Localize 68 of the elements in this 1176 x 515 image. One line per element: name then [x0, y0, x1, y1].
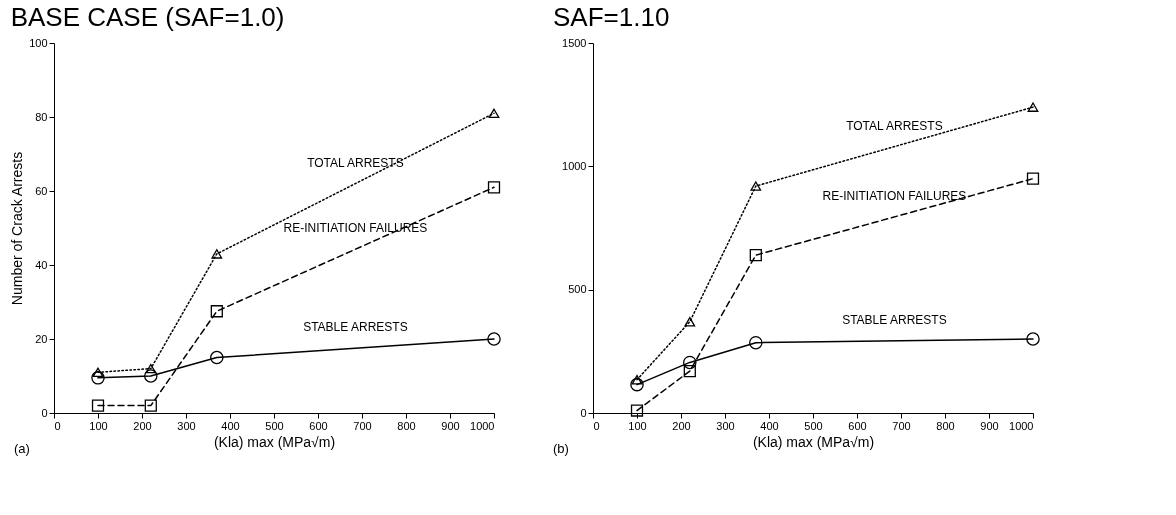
y-tick-label: 0 — [41, 406, 48, 419]
y-tick-label: 500 — [568, 283, 587, 296]
x-tick-label: 500 — [804, 419, 823, 432]
text: (b) — [553, 441, 569, 456]
x-tick-label: 900 — [980, 419, 999, 432]
point — [210, 350, 224, 365]
point — [1027, 102, 1039, 112]
y-tick-label: 1000 — [562, 159, 587, 172]
point — [630, 404, 644, 417]
point — [749, 249, 762, 262]
x-tick-label: 400 — [221, 419, 240, 432]
point — [750, 181, 762, 191]
point — [487, 332, 501, 346]
x-tick-label: 0 — [54, 419, 61, 432]
point — [211, 249, 223, 259]
x-tick-label: 800 — [936, 419, 955, 432]
x-tick-label: 300 — [716, 419, 735, 432]
x-tick-label: 800 — [397, 419, 416, 432]
y-tick-label: 40 — [35, 258, 48, 271]
x-tick-label: 900 — [441, 419, 460, 432]
point — [144, 369, 158, 383]
x-tick-label: 100 — [628, 419, 647, 432]
y-tick-label: 20 — [35, 332, 48, 345]
y-tick-label: 1500 — [562, 36, 587, 49]
series-label: RE-INITIATION FAILURES — [283, 221, 428, 236]
series-label: RE-INITIATION FAILURES — [822, 188, 967, 203]
x-tick-label: 300 — [177, 419, 196, 432]
text: (a) — [14, 441, 30, 456]
x-axis-title: (Kla) max (MPa√m) — [752, 433, 875, 450]
chart-title: BASE CASE (SAF=1.0) — [10, 2, 285, 32]
point — [144, 399, 157, 412]
y-axis-title: Number of Crack Arrests — [9, 151, 26, 306]
point — [683, 364, 696, 378]
series-label: TOTAL ARRESTS — [846, 118, 943, 133]
point — [487, 181, 501, 194]
point — [488, 108, 500, 119]
point — [91, 399, 105, 412]
point — [91, 371, 105, 385]
chart-title: SAF=1.10 — [553, 2, 670, 32]
x-tick-label: 600 — [848, 419, 867, 432]
point — [1026, 332, 1040, 346]
x-tick-label: 200 — [133, 419, 152, 432]
series-label: STABLE ARRESTS — [303, 320, 408, 335]
point — [631, 374, 643, 385]
x-tick-label: 100 — [89, 419, 108, 432]
x-tick-label: 1000 — [470, 419, 495, 432]
x-tick-label: 700 — [892, 419, 911, 432]
x-tick-label: 400 — [760, 419, 779, 432]
point — [749, 335, 763, 350]
x-axis-title: (Kla) max (MPa√m) — [213, 433, 336, 450]
point — [92, 367, 104, 378]
series-label: STABLE ARRESTS — [842, 312, 947, 327]
x-tick-label: 1000 — [1009, 419, 1034, 432]
x-tick-label: 500 — [265, 419, 284, 432]
y-tick-label: 80 — [35, 110, 48, 123]
x-tick-label: 200 — [672, 419, 691, 432]
point — [630, 377, 644, 392]
y-tick-label: 100 — [29, 36, 48, 49]
x-tick-label: 700 — [353, 419, 372, 432]
point — [683, 355, 697, 370]
point — [684, 316, 696, 327]
y-tick-label: 60 — [35, 184, 48, 197]
x-tick-label: 0 — [593, 419, 600, 432]
x-tick-label: 600 — [309, 419, 328, 432]
point — [1026, 172, 1040, 185]
point — [210, 305, 223, 318]
point — [145, 363, 157, 374]
y-tick-label: 0 — [580, 406, 587, 419]
